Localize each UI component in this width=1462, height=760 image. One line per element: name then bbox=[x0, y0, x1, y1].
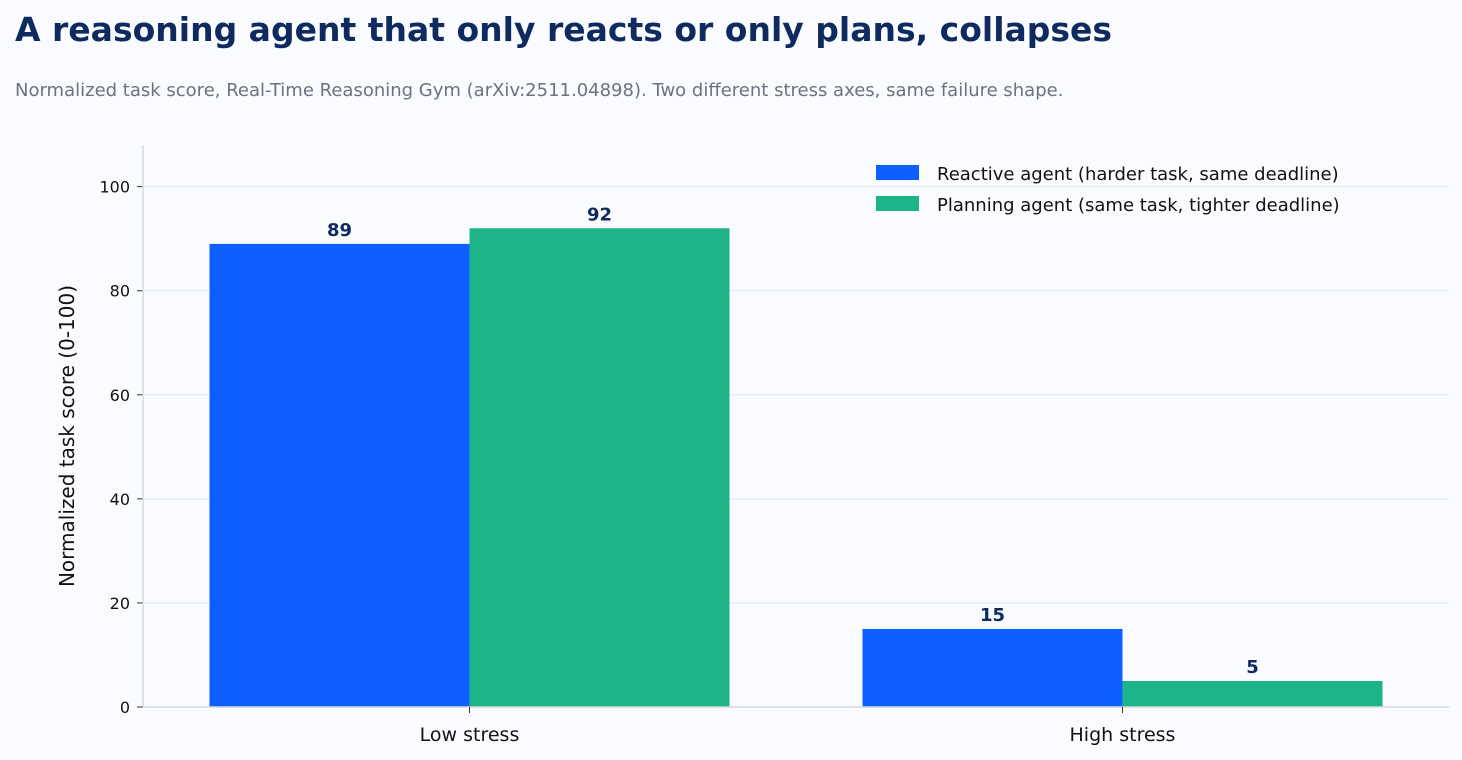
y-tick-label: 60 bbox=[110, 386, 130, 405]
data-labels: 89 92 15 5 bbox=[327, 204, 1259, 678]
bar bbox=[209, 243, 470, 708]
legend-label: Planning agent (same task, tighter deadl… bbox=[937, 195, 1340, 216]
y-axis-title: Normalized task score (0-100) bbox=[55, 285, 79, 587]
legend-label: Reactive agent (harder task, same deadli… bbox=[937, 164, 1339, 185]
chart-subtitle: Normalized task score, Real-Time Reasoni… bbox=[15, 80, 1064, 101]
legend: Reactive agent (harder task, same deadli… bbox=[876, 164, 1340, 216]
bar bbox=[862, 628, 1123, 707]
bar bbox=[469, 228, 730, 707]
data-label: 15 bbox=[980, 605, 1005, 626]
bars bbox=[209, 228, 1383, 708]
legend-swatch bbox=[876, 196, 919, 211]
data-label: 89 bbox=[327, 220, 352, 241]
data-label: 92 bbox=[587, 204, 612, 225]
y-tick-label: 20 bbox=[110, 594, 130, 613]
x-tick-label: High stress bbox=[1070, 724, 1176, 746]
chart-title: A reasoning agent that only reacts or on… bbox=[15, 10, 1113, 49]
bar bbox=[1122, 680, 1383, 707]
legend-swatch bbox=[876, 165, 919, 180]
y-tick-label: 100 bbox=[99, 178, 130, 197]
x-tick-label: Low stress bbox=[420, 724, 520, 746]
y-tick-label: 80 bbox=[110, 282, 130, 301]
axes: 0 20 40 60 80 100 Normalized task score (0-100… bbox=[55, 145, 1449, 746]
y-tick-label: 40 bbox=[110, 490, 130, 509]
y-tick-label: 0 bbox=[120, 698, 130, 717]
data-label: 5 bbox=[1246, 657, 1259, 678]
